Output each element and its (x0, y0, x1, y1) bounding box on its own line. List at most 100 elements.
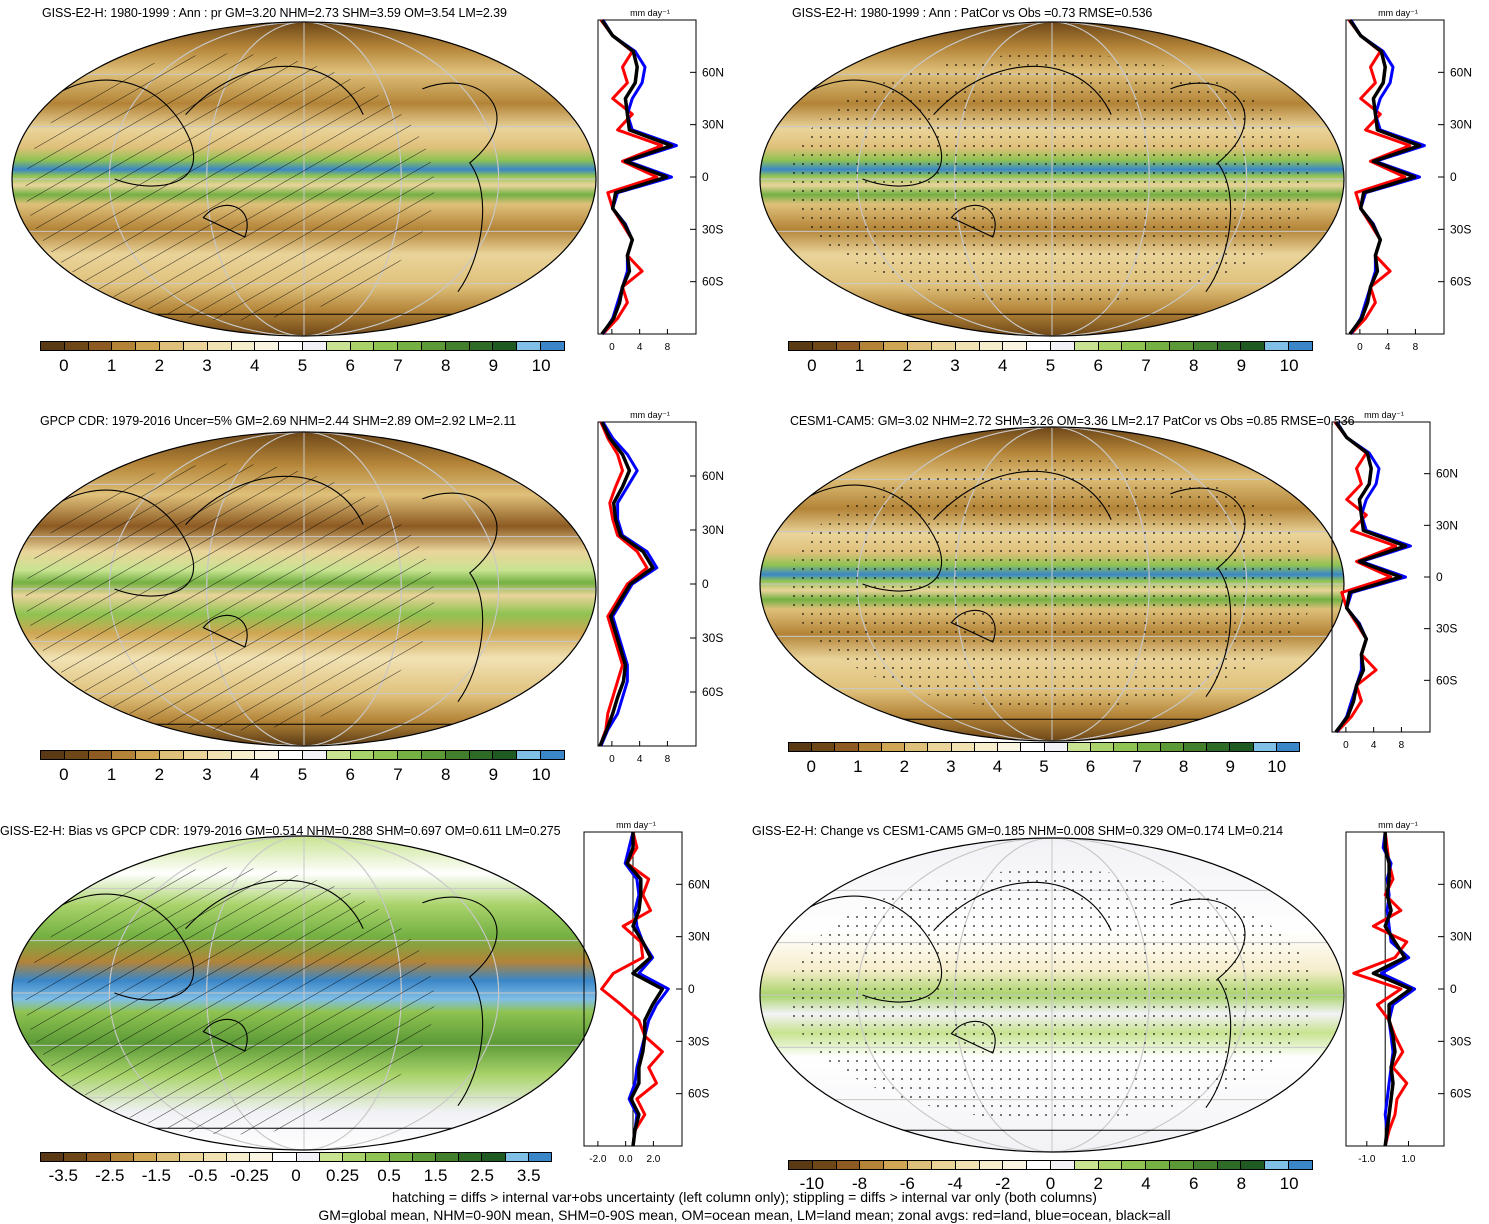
panel-title: GISS-E2-H: Change vs CESM1-CAM5 GM=0.185… (752, 824, 1283, 838)
colorbar-swatch (207, 342, 232, 350)
zonal-x-tick-label: 8 (1413, 342, 1419, 353)
colorbar-tick-label: -2 (995, 1174, 1011, 1193)
colorbar-tick-label: 8 (1188, 356, 1199, 375)
colorbar-swatch (136, 342, 161, 350)
colorbar-tick-label: 1 (854, 356, 865, 375)
colorbar-swatch (1067, 743, 1092, 751)
colorbar-tick-label: 8 (1178, 757, 1189, 776)
colorbar-swatch (836, 1161, 861, 1169)
colorbar-swatch (1003, 1161, 1028, 1169)
coastline (950, 609, 996, 643)
coastline (797, 79, 942, 187)
colorbar-swatch (1050, 1161, 1075, 1169)
zonal-x-tick-label: 0 (609, 754, 615, 765)
colorbar-swatch (350, 751, 375, 759)
zonal-frame (1345, 19, 1445, 335)
colorbar-swatch (1003, 342, 1028, 350)
colorbar-tick-label: 7 (1141, 356, 1151, 375)
colorbar (788, 742, 1300, 752)
colorbar-tick-label: 0 (291, 1166, 301, 1185)
map-robinson (11, 835, 597, 1151)
colorbar-tick-label: 5 (297, 356, 308, 375)
zonal-x-tick-label: 0 (1343, 740, 1349, 751)
zonal-line-ocean (623, 831, 670, 1147)
colorbar-swatch (493, 342, 518, 350)
colorbar-swatch (279, 342, 303, 350)
colorbar-swatch (110, 1153, 134, 1161)
colorbar-tick-label: 2 (899, 757, 910, 776)
lat-tick-label: 30N (688, 930, 710, 944)
colorbar-tick-label: 0 (1045, 1174, 1056, 1193)
colorbar-tick-label: 6 (345, 765, 355, 784)
lat-tick-label: 60S (702, 275, 723, 289)
colorbar-tick-label: 7 (393, 765, 403, 784)
colorbar-tick-label: 4 (992, 757, 1003, 776)
lat-tick-label: 30S (1436, 622, 1457, 636)
colorbar-swatch (1122, 1161, 1147, 1169)
colorbar-swatch (112, 751, 137, 759)
colorbar-tick-label: -0.5 (188, 1166, 218, 1185)
colorbar-tick-label: -10 (799, 1174, 825, 1193)
colorbar-tick-label: -3.5 (48, 1166, 78, 1185)
colorbar-swatch (1230, 743, 1254, 751)
colorbar-swatch (541, 342, 564, 350)
coastline (185, 65, 364, 115)
colorbar-swatch (812, 743, 836, 751)
colorbar-tick-label: 9 (488, 765, 499, 784)
colorbar-swatch (422, 342, 446, 350)
colorbar-swatch (469, 751, 494, 759)
coastline (933, 65, 1112, 115)
colorbar-swatch (1193, 342, 1218, 350)
zonal-mean-plot: mm day⁻¹ 60N 30N 0 30S 60S -2.0 0.0 2.0 (583, 820, 710, 1165)
colorbar-swatch (64, 342, 89, 350)
zonal-x-tick-label: 4 (1385, 342, 1391, 353)
colorbar-swatch (1027, 1161, 1051, 1169)
coastline (950, 204, 996, 238)
coastline (202, 204, 248, 238)
zonal-line-all (600, 19, 674, 336)
colorbar-swatch (908, 1161, 932, 1169)
coastline (933, 470, 1112, 520)
colorbar-tick-label: -6 (899, 1174, 915, 1193)
lat-tick-label: 30S (1450, 222, 1471, 236)
lat-tick-label: 0 (702, 170, 709, 184)
colorbar-swatch (1207, 743, 1231, 751)
colorbar-swatch (482, 1153, 506, 1161)
colorbar-swatch (860, 342, 885, 350)
zonal-units-label: mm day⁻¹ (1378, 820, 1418, 830)
colorbar-tick-label: 3 (946, 757, 956, 776)
lat-tick-label: 0 (1450, 170, 1457, 184)
colorbar-swatch (160, 342, 184, 350)
colorbar-swatch (41, 342, 65, 350)
colorbar-swatch (374, 342, 399, 350)
colorbar-swatch (505, 1153, 529, 1161)
lat-tick-label: 60N (702, 469, 724, 483)
colorbar-tick-label: 2 (154, 356, 165, 375)
hatching-overlay (25, 53, 435, 321)
colorbar-tick-label: 0.25 (325, 1166, 360, 1185)
colorbar-tick-label: 6 (1093, 356, 1103, 375)
coastline (185, 879, 364, 929)
colorbar-tick-label: 9 (1225, 757, 1235, 776)
colorbar-tick-label: 10 (1279, 1174, 1299, 1193)
map-robinson (11, 431, 597, 747)
panel-title: GISS-E2-H: Bias vs GPCP CDR: 1979-2016 G… (0, 824, 561, 838)
colorbar-swatch (255, 342, 280, 350)
zonal-line-land (1347, 19, 1412, 336)
colorbar (788, 341, 1313, 351)
colorbar-swatch (326, 751, 351, 759)
zonal-x-tick-label: 4 (637, 342, 643, 353)
zonal-x-tick-label: 4 (1371, 740, 1377, 751)
colorbar-swatch (389, 1153, 413, 1161)
colorbar-swatch (905, 743, 929, 751)
map-robinson (759, 426, 1345, 742)
map-border (759, 21, 1345, 337)
colorbar-swatch (180, 1153, 204, 1161)
colorbar-tick-label: 1 (106, 356, 117, 375)
hatching-overlay (25, 463, 435, 731)
zonal-line-land (1352, 831, 1409, 1147)
colorbar-swatch (133, 1153, 158, 1161)
lat-tick-label: 30N (1450, 118, 1472, 132)
lat-tick-label: 0 (702, 577, 709, 591)
colorbar-tick-label: 4 (250, 356, 260, 375)
